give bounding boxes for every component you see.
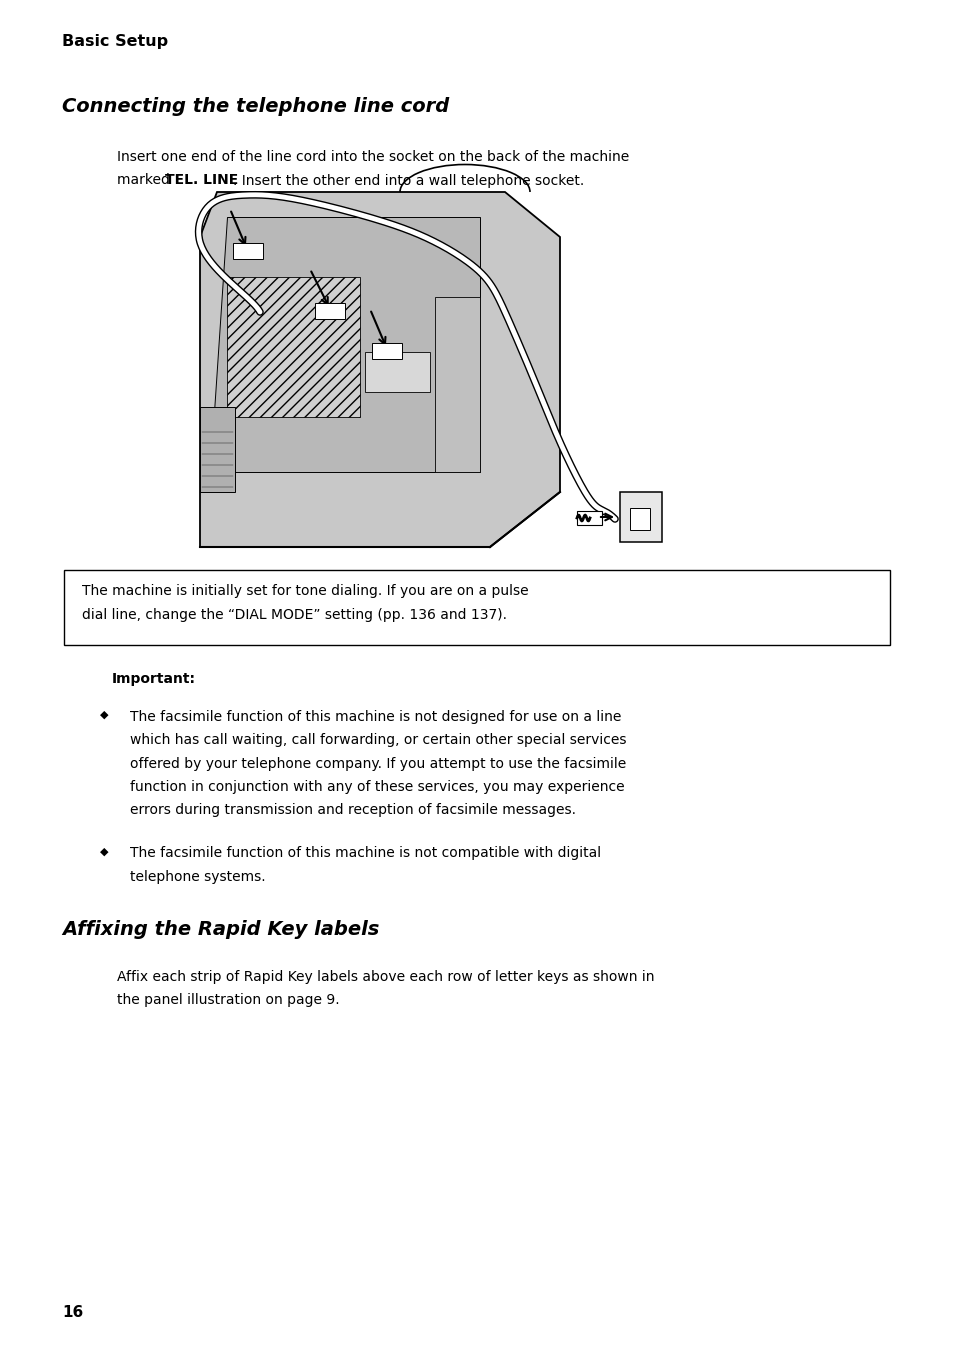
- Text: the panel illustration on page 9.: the panel illustration on page 9.: [117, 994, 339, 1007]
- Bar: [200, 407, 234, 492]
- Polygon shape: [227, 277, 359, 416]
- Text: 16: 16: [62, 1305, 83, 1320]
- Text: The machine is initially set for tone dialing. If you are on a pulse: The machine is initially set for tone di…: [82, 584, 528, 598]
- Polygon shape: [435, 297, 479, 472]
- Polygon shape: [200, 192, 559, 548]
- Bar: [365, 352, 430, 392]
- Bar: [233, 243, 263, 260]
- Text: Important:: Important:: [112, 672, 195, 685]
- Text: offered by your telephone company. If you attempt to use the facsimile: offered by your telephone company. If yo…: [130, 757, 625, 771]
- Text: . Insert the other end into a wall telephone socket.: . Insert the other end into a wall telep…: [233, 173, 583, 188]
- Text: TEL. LINE: TEL. LINE: [165, 173, 237, 188]
- Text: dial line, change the “DIAL MODE” setting (pp. 136 and 137).: dial line, change the “DIAL MODE” settin…: [82, 608, 506, 622]
- Text: which has call waiting, call forwarding, or certain other special services: which has call waiting, call forwarding,…: [130, 733, 626, 748]
- Text: Affix each strip of Rapid Key labels above each row of letter keys as shown in: Affix each strip of Rapid Key labels abo…: [117, 969, 654, 984]
- Text: The facsimile function of this machine is not compatible with digital: The facsimile function of this machine i…: [130, 846, 600, 860]
- Text: ◆: ◆: [100, 710, 109, 721]
- Text: Connecting the telephone line cord: Connecting the telephone line cord: [62, 97, 449, 116]
- Bar: [372, 343, 401, 360]
- Text: Basic Setup: Basic Setup: [62, 34, 168, 49]
- Bar: [64, 571, 889, 645]
- Text: The facsimile function of this machine is not designed for use on a line: The facsimile function of this machine i…: [130, 710, 620, 725]
- Text: telephone systems.: telephone systems.: [130, 869, 265, 884]
- Text: errors during transmission and reception of facsimile messages.: errors during transmission and reception…: [130, 803, 576, 817]
- Text: Affixing the Rapid Key labels: Affixing the Rapid Key labels: [62, 919, 379, 940]
- Text: Insert one end of the line cord into the socket on the back of the machine: Insert one end of the line cord into the…: [117, 150, 629, 164]
- Text: marked: marked: [117, 173, 174, 188]
- Text: ◆: ◆: [100, 846, 109, 857]
- Polygon shape: [210, 218, 479, 472]
- Bar: [619, 492, 661, 542]
- Text: function in conjunction with any of these services, you may experience: function in conjunction with any of thes…: [130, 780, 624, 794]
- Bar: [629, 508, 649, 530]
- Bar: [314, 303, 345, 319]
- Bar: [577, 511, 601, 525]
